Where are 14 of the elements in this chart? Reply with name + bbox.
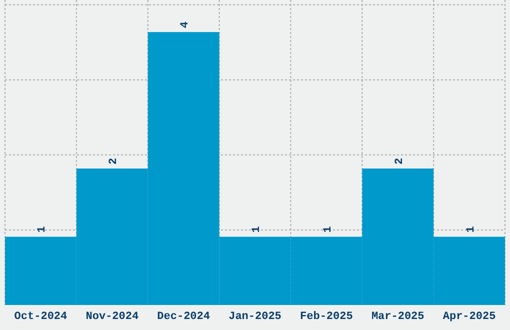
x-tick-label: Feb-2025	[300, 310, 354, 323]
data-label: 1	[322, 226, 334, 233]
data-label: 2	[108, 158, 120, 165]
x-tick-label: Mar-2025	[371, 310, 425, 323]
x-tick-label: Dec-2024	[157, 310, 210, 323]
data-label: 1	[36, 226, 49, 233]
data-label: 4	[180, 21, 192, 28]
x-tick-label: Nov-2024	[86, 310, 139, 323]
x-tick-label: Oct-2024	[14, 310, 68, 323]
data-label: 1	[465, 226, 478, 233]
x-tick-label: Apr-2025	[442, 310, 496, 323]
data-label: 1	[251, 226, 263, 233]
data-label: 2	[394, 158, 406, 165]
x-tick-label: Jan-2025	[228, 310, 282, 323]
